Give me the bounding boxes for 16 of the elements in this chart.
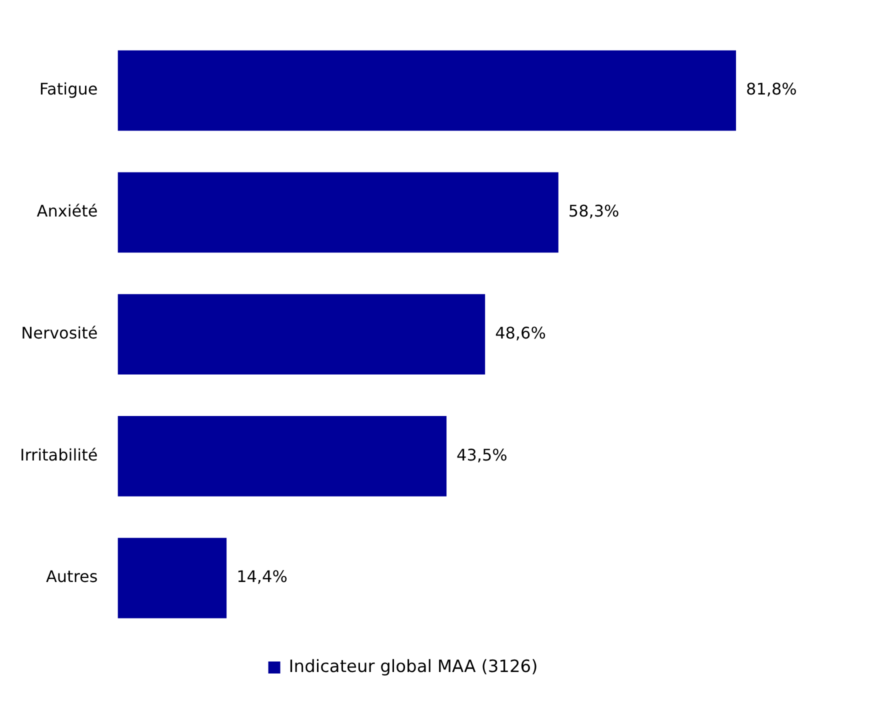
data-label: 14,4% xyxy=(236,567,288,586)
y-tick-label: Nervosité xyxy=(21,323,98,342)
y-tick-label: Fatigue xyxy=(39,80,98,99)
y-tick-label: Irritabilité xyxy=(20,445,98,464)
data-label: 58,3% xyxy=(568,202,620,221)
data-label: 43,5% xyxy=(456,445,508,464)
bar xyxy=(118,172,558,253)
bar xyxy=(118,50,736,131)
bar xyxy=(118,538,227,618)
bar xyxy=(118,294,486,375)
y-tick-label: Autres xyxy=(46,567,98,586)
bar xyxy=(118,416,447,496)
legend-label: Indicateur global MAA (3126) xyxy=(288,656,538,677)
y-tick-label: Anxiété xyxy=(36,202,98,221)
data-label: 48,6% xyxy=(495,323,546,342)
data-label: 81,8% xyxy=(746,80,797,99)
